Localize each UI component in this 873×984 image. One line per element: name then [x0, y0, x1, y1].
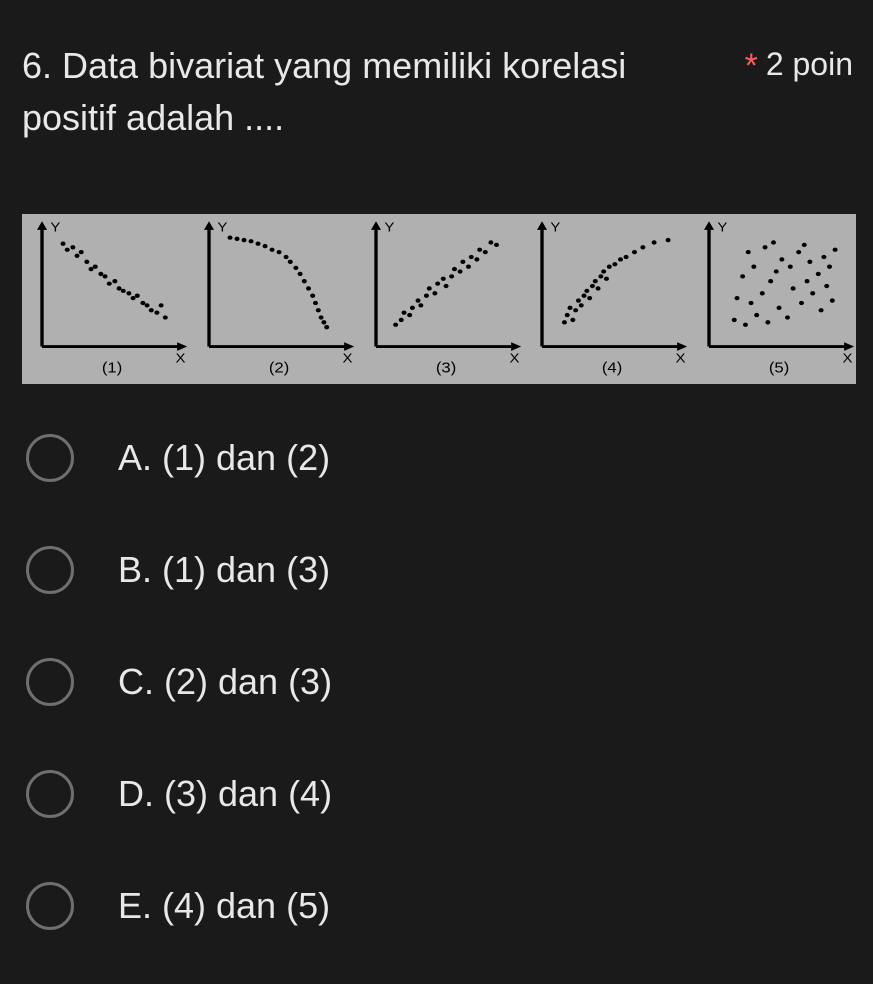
svg-text:Y: Y — [50, 220, 61, 235]
radio-icon[interactable] — [26, 770, 74, 818]
svg-text:Y: Y — [217, 220, 228, 235]
svg-text:(1): (1) — [102, 361, 122, 377]
svg-text:(4): (4) — [602, 361, 622, 377]
svg-text:X: X — [342, 351, 353, 366]
option-e[interactable]: E. (4) dan (5) — [26, 882, 853, 930]
option-label: A. (1) dan (2) — [118, 437, 330, 479]
option-label: B. (1) dan (3) — [118, 549, 330, 591]
scatter-panel-1: Y X (1) — [22, 214, 189, 384]
radio-icon[interactable] — [26, 658, 74, 706]
svg-text:(5): (5) — [769, 361, 789, 377]
required-asterisk: * — [745, 47, 758, 85]
svg-text:X: X — [509, 351, 520, 366]
option-b[interactable]: B. (1) dan (3) — [26, 546, 853, 594]
scatter-panel-5: Y X (5) — [689, 214, 856, 384]
points-label: 2 poin — [766, 46, 853, 82]
radio-icon[interactable] — [26, 434, 74, 482]
option-label: E. (4) dan (5) — [118, 885, 330, 927]
option-a[interactable]: A. (1) dan (2) — [26, 434, 853, 482]
scatter-panel-2: Y X (2) — [189, 214, 356, 384]
svg-text:X: X — [843, 351, 854, 366]
points-indicator: *2 poin — [745, 40, 853, 86]
svg-text:(3): (3) — [435, 361, 455, 377]
option-label: C. (2) dan (3) — [118, 661, 332, 703]
scatter-figure: Y X (1) Y X (2) Y X (3) Y X (4) Y X (5) — [22, 214, 856, 384]
option-c[interactable]: C. (2) dan (3) — [26, 658, 853, 706]
svg-text:Y: Y — [384, 220, 395, 235]
svg-text:X: X — [676, 351, 687, 366]
svg-text:(2): (2) — [269, 361, 289, 377]
scatter-panel-4: Y X (4) — [522, 214, 689, 384]
option-d[interactable]: D. (3) dan (4) — [26, 770, 853, 818]
options-group: A. (1) dan (2) B. (1) dan (3) C. (2) dan… — [22, 434, 853, 930]
radio-icon[interactable] — [26, 882, 74, 930]
question-text: 6. Data bivariat yang memiliki korelasi … — [22, 40, 642, 144]
scatter-panel-3: Y X (3) — [356, 214, 523, 384]
radio-icon[interactable] — [26, 546, 74, 594]
svg-text:X: X — [175, 351, 186, 366]
svg-text:Y: Y — [551, 220, 562, 235]
option-label: D. (3) dan (4) — [118, 773, 332, 815]
svg-text:Y: Y — [718, 220, 729, 235]
